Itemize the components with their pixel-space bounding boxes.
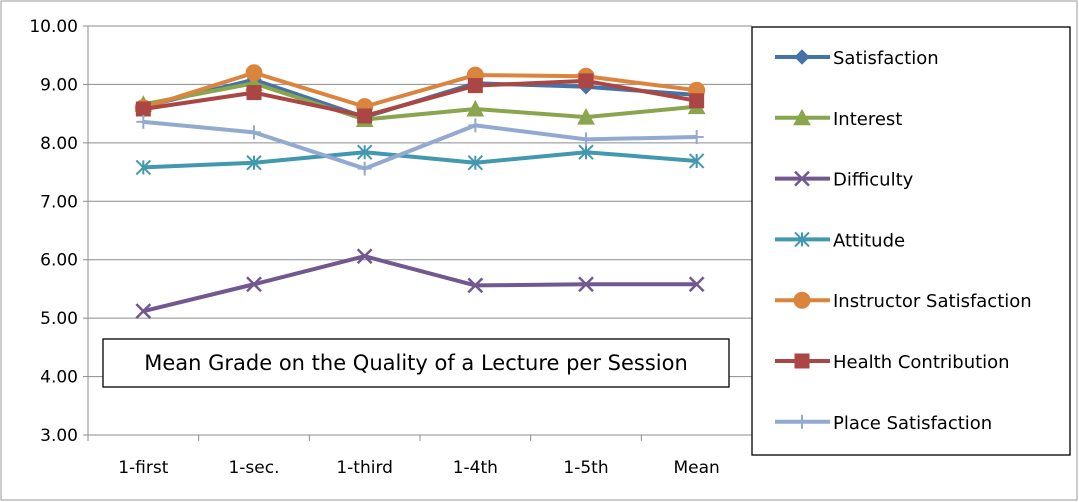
data-point-place-satisfaction <box>468 118 483 133</box>
legend-label: Interest <box>833 109 902 130</box>
y-tick-label: 3.00 <box>40 426 78 446</box>
series-line-interest <box>142 81 697 122</box>
data-point-health-contribution <box>246 85 262 101</box>
data-point-instructor-satisfaction <box>245 64 263 82</box>
data-point-interest <box>577 108 595 125</box>
data-point-difficulty <box>688 276 705 293</box>
data-point-attitude <box>578 144 594 160</box>
x-tick-label: 1-5th <box>563 458 608 478</box>
legend-marker <box>793 291 811 309</box>
marker-stroke <box>794 170 810 187</box>
data-point-difficulty <box>246 276 262 293</box>
chart-title-border <box>102 338 730 388</box>
x-tick-label: 1-4th <box>453 458 498 478</box>
y-tick-label: 8.00 <box>40 134 78 154</box>
axes: 3.00 4.00 5.00 6.00 7.00 8.00 9.00 10.00 1-first… <box>29 17 753 478</box>
data-point-health-contribution <box>467 78 483 94</box>
marker-stroke <box>578 276 594 293</box>
data-point-health-contribution <box>357 108 373 124</box>
legend-item-place-satisfaction: Place Satisfaction <box>775 413 992 434</box>
chart-title-box: Mean Grade on the Quality of a Lecture p… <box>102 338 730 388</box>
series-place-satisfaction <box>136 114 704 176</box>
data-point-place-satisfaction <box>136 114 151 129</box>
data-point-health-contribution <box>578 73 594 89</box>
legend: Satisfaction Interest Difficulty Attitude In… <box>751 26 1071 456</box>
y-tick-label: 6.00 <box>40 251 78 271</box>
data-point-attitude <box>467 155 484 171</box>
series-health-contribution <box>135 73 705 124</box>
x-tick-label: 1-third <box>336 458 393 478</box>
y-tick-label: 4.00 <box>40 368 78 388</box>
y-tick-label: 7.00 <box>40 192 78 212</box>
legend-marker <box>794 170 810 187</box>
data-point-place-satisfaction <box>247 125 261 140</box>
series-attitude <box>135 144 705 176</box>
legend-item-health-contribution: Health Contribution <box>775 352 1010 373</box>
series-line-health-contribution <box>143 78 698 118</box>
data-point-interest <box>466 99 485 117</box>
series-group <box>134 64 706 320</box>
data-point-attitude <box>688 153 705 169</box>
legend-item-attitude: Attitude <box>775 230 905 251</box>
legend-marker <box>794 353 810 369</box>
legend-label: Instructor Satisfaction <box>833 291 1032 312</box>
legend-item-satisfaction: Satisfaction <box>775 48 939 69</box>
series-line-place-satisfaction <box>143 119 697 171</box>
data-point-place-satisfaction <box>579 132 593 147</box>
data-point-difficulty <box>467 277 484 294</box>
marker-stroke <box>688 276 705 293</box>
series-line-attitude <box>143 150 697 170</box>
data-point-health-contribution <box>135 101 151 117</box>
marker-stroke <box>246 276 262 293</box>
legend-marker <box>794 49 810 65</box>
legend-label: Attitude <box>833 230 905 251</box>
legend-item-difficulty: Difficulty <box>775 170 914 191</box>
legend-marker <box>795 414 809 429</box>
x-tick-label: 1-sec. <box>228 458 279 478</box>
data-point-difficulty <box>356 248 373 265</box>
legend-marker <box>794 231 810 248</box>
marker-stroke <box>356 248 373 265</box>
legend-item-instructor-satisfaction: Instructor Satisfaction <box>775 291 1032 312</box>
legend-label: Difficulty <box>833 170 914 191</box>
legend-label: Satisfaction <box>833 48 939 69</box>
marker-stroke <box>467 277 484 294</box>
legend-item-interest: Interest <box>775 108 902 130</box>
data-point-attitude <box>356 144 373 160</box>
series-difficulty <box>135 248 705 320</box>
series-line-difficulty <box>142 254 697 314</box>
data-point-place-satisfaction <box>689 130 704 145</box>
y-tick-label: 5.00 <box>40 309 78 329</box>
data-point-difficulty <box>578 276 594 293</box>
data-point-difficulty <box>135 303 152 320</box>
data-point-place-satisfaction <box>357 161 372 176</box>
y-tick-label: 10.00 <box>29 17 78 37</box>
legend-label: Place Satisfaction <box>833 413 992 434</box>
legend-marker <box>793 108 811 126</box>
marker-stroke <box>135 303 152 320</box>
x-tick-label: 1-first <box>118 458 169 478</box>
x-tick-label: Mean <box>674 458 720 478</box>
data-point-attitude <box>135 159 152 176</box>
series-line-instructor-satisfaction <box>142 70 697 110</box>
legend-label: Health Contribution <box>833 352 1010 373</box>
chart-title: Mean Grade on the Quality of a Lecture p… <box>144 351 688 375</box>
data-point-health-contribution <box>689 93 705 109</box>
y-tick-label: 9.00 <box>40 75 78 95</box>
data-point-attitude <box>246 155 262 171</box>
